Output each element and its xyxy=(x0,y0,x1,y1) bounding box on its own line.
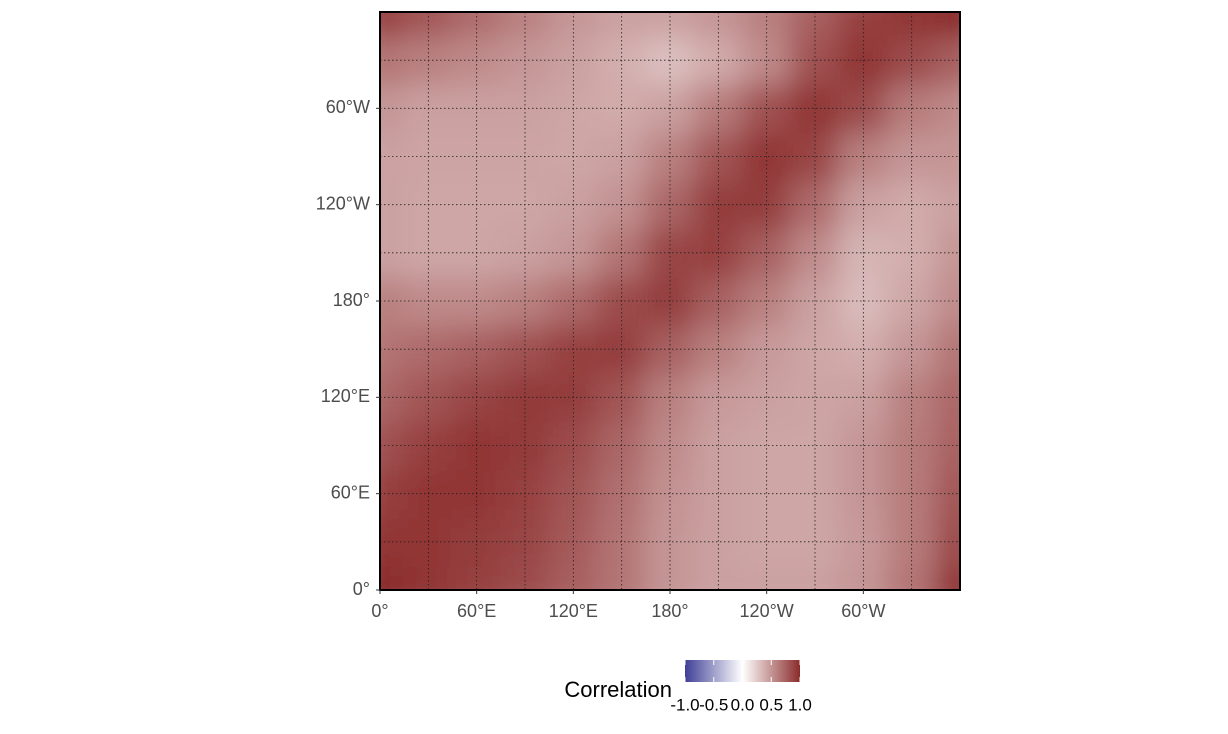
heat-cell xyxy=(693,12,744,38)
heat-cell xyxy=(934,35,960,86)
colorbar-label: -0.5 xyxy=(699,695,728,714)
heat-cell xyxy=(380,12,406,38)
heat-cell xyxy=(934,275,960,327)
heat-cell xyxy=(886,12,937,38)
heat-cell xyxy=(548,12,599,38)
grid xyxy=(379,11,961,591)
heat-cell xyxy=(934,227,960,278)
colorbar-label: 0.5 xyxy=(759,695,783,714)
x-tick-label: 120°E xyxy=(549,601,598,621)
x-tick-label: 180° xyxy=(651,601,688,621)
heat-cell xyxy=(934,564,960,590)
heat-cell xyxy=(934,131,960,182)
axes: 0° 60°E 120°E 180° 120°W 60°W 0° 60°E 120°E 180° 1… xyxy=(316,97,886,621)
heat-cell xyxy=(741,12,792,38)
x-tick-label: 60°E xyxy=(457,601,496,621)
colorbar-label: -1.0 xyxy=(670,695,699,714)
heat-cell xyxy=(499,12,551,38)
colorbar-label: 0.0 xyxy=(731,695,755,714)
heat-cell xyxy=(934,12,960,38)
heat-cell xyxy=(934,516,960,567)
heat-cell xyxy=(934,468,960,519)
heat-cell xyxy=(451,12,502,38)
heat-cell xyxy=(403,12,454,38)
colorbar xyxy=(685,660,800,682)
heat-cell xyxy=(596,12,647,38)
heat-cell xyxy=(934,83,960,134)
y-tick-label: 120°W xyxy=(316,193,370,213)
y-tick-label: 0° xyxy=(353,579,370,599)
x-tick-label: 120°W xyxy=(740,601,794,621)
heat-cell xyxy=(934,324,960,375)
y-tick-label: 120°E xyxy=(321,386,370,406)
colorbar-label: 1.0 xyxy=(788,695,812,714)
y-tick-label: 60°W xyxy=(326,97,370,117)
heat-cell xyxy=(838,12,889,38)
heat-cell xyxy=(934,179,960,230)
heat-cell xyxy=(789,12,841,38)
heat-cell xyxy=(934,372,960,423)
x-tick-label: 0° xyxy=(371,601,388,621)
x-tick-label: 60°W xyxy=(841,601,885,621)
heat-cell xyxy=(644,12,696,38)
y-tick-label: 60°E xyxy=(331,482,370,502)
heat-cell xyxy=(934,420,960,471)
legend: Correlation -1.0 -0.5 0.0 0.5 1.0 xyxy=(564,660,812,714)
heat-cell xyxy=(380,564,406,590)
y-tick-label: 180° xyxy=(333,290,370,310)
legend-title: Correlation xyxy=(564,677,672,702)
